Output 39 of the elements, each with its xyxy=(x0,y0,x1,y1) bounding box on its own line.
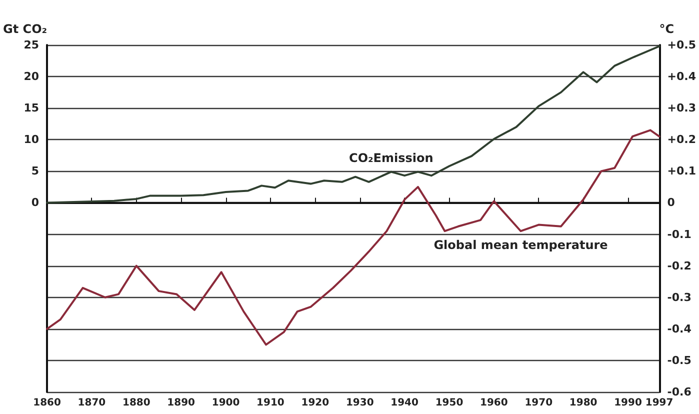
y-tick-label: 5 xyxy=(31,164,40,178)
y2-tick-label: +0.3 xyxy=(667,102,696,115)
y-axis-title: Gt CO₂ xyxy=(2,22,48,36)
x-tick-label: 1920 xyxy=(301,398,330,408)
x-tick-label: 1870 xyxy=(78,398,106,408)
y-tick-label: 20 xyxy=(24,70,40,84)
y-tick-label: 15 xyxy=(24,102,40,115)
y2-tick-label: +0.1 xyxy=(667,164,696,178)
series-label: Global mean temperature xyxy=(434,238,608,252)
x-tick-label: 1910 xyxy=(256,398,284,408)
x-tick-label: 1930 xyxy=(346,398,374,408)
x-tick-label: 1900 xyxy=(212,398,240,408)
x-tick-label: 1960 xyxy=(480,398,508,408)
x-tick-label: 1860 xyxy=(33,398,61,408)
y2-tick-label: -0.6 xyxy=(667,386,692,398)
y2-tick-label: -0.3 xyxy=(667,290,692,304)
x-tick-label: 1970 xyxy=(524,398,553,408)
y2-tick-label: +0.5 xyxy=(667,38,696,52)
y2-tick-label: -0.2 xyxy=(667,259,692,272)
line-series xyxy=(46,129,660,346)
x-tick-label: 1890 xyxy=(167,398,196,408)
y2-axis-title: °C xyxy=(659,22,674,36)
x-tick-label: 1990 xyxy=(614,398,642,408)
y2-tick-label: -0.1 xyxy=(667,228,692,241)
series-label: CO₂Emission xyxy=(349,150,434,165)
x-tick-label: 1997 xyxy=(645,398,674,408)
y-tick-label: 10 xyxy=(24,133,40,146)
y2-tick-label: -0.5 xyxy=(667,354,692,367)
y2-tick-label: -0.4 xyxy=(667,322,692,336)
y2-tick-label: 0 xyxy=(667,196,676,210)
y2-tick-label: +0.2 xyxy=(667,133,696,146)
x-tick-label: 1950 xyxy=(435,398,464,408)
x-tick-label: 1940 xyxy=(390,398,419,408)
x-tick-label: 1880 xyxy=(122,398,150,408)
x-tick-label: 1980 xyxy=(569,398,598,408)
y2-tick-label: +0.4 xyxy=(667,70,696,84)
line-series xyxy=(46,45,660,204)
y-tick-label: 0 xyxy=(31,196,40,210)
y-tick-label: 25 xyxy=(24,38,40,52)
